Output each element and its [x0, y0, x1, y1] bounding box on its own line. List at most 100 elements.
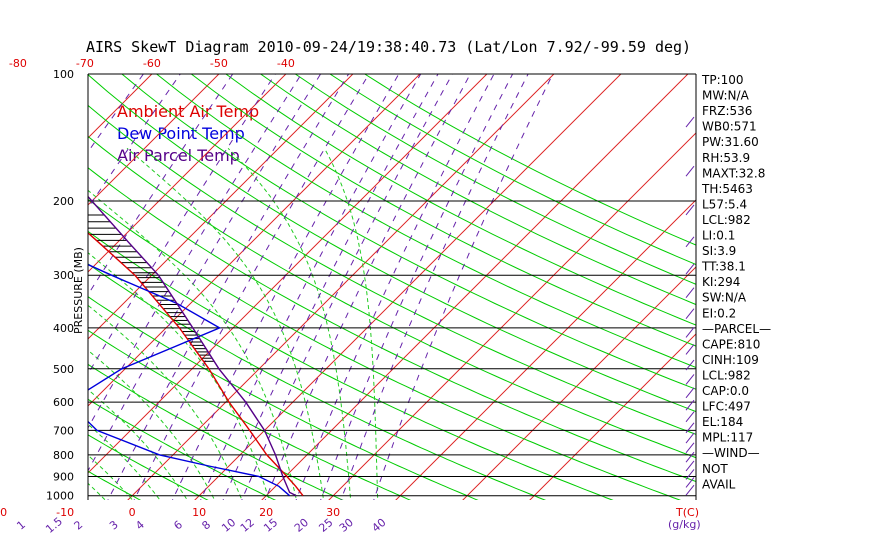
index-panel-item: TT:38.1	[701, 260, 746, 274]
dry-adiabat-line	[190, 74, 696, 347]
legend-ambient-air-temp: Ambient Air Temp	[117, 102, 259, 121]
series-line-ambient-air-temp	[88, 232, 304, 497]
wind-barb-icon	[685, 460, 695, 472]
mixing-ratio-line	[264, 74, 471, 500]
index-panel-item: AVAIL	[702, 477, 736, 491]
isotherm-line	[529, 333, 696, 500]
pressure-tick-label: 500	[53, 363, 74, 376]
isotherm-line	[127, 74, 555, 500]
index-panel-item: FRZ:536	[702, 104, 752, 118]
dry-adiabat-line	[88, 263, 547, 500]
dry-adiabat-line	[259, 74, 696, 306]
moist-adiabat-line	[88, 388, 188, 500]
wind-barb-icon	[685, 399, 695, 411]
series-line-dew-point-temp	[88, 263, 291, 497]
temperature-tick-label: 0	[129, 506, 136, 519]
pressure-tick-label: 600	[53, 396, 74, 409]
pressure-tick-label: 100	[53, 68, 74, 81]
dry-adiabat-line	[88, 230, 614, 500]
series-line-air-parcel-temp	[88, 195, 297, 497]
top-temperature-tick-label: -70	[76, 57, 94, 70]
moist-adiabat-line	[323, 148, 379, 500]
index-panel-item: SW:N/A	[702, 291, 747, 305]
dry-adiabat-line	[88, 470, 142, 500]
isotherm-line	[194, 74, 622, 500]
mixing-ratio-tick-label: 20	[292, 516, 311, 535]
index-panel-item: MPL:117	[702, 431, 753, 445]
dry-adiabat-line	[363, 74, 696, 246]
index-panel-item: LCL:982	[702, 213, 751, 227]
index-panel-item: RH:53.9	[702, 151, 750, 165]
pressure-tick-label: 1000	[46, 490, 74, 503]
dry-adiabat-line	[225, 74, 696, 326]
wind-barb-icon	[685, 327, 695, 338]
dry-adiabat-line	[0, 55, 13, 505]
chart-title: AIRS SkewT Diagram 2010-09-24/19:38:40.7…	[86, 38, 691, 56]
wind-barb-icon	[685, 387, 695, 399]
dry-adiabat-line	[294, 74, 696, 285]
wind-barb-icon	[685, 477, 695, 488]
index-panel-item: CAPE:810	[702, 337, 760, 351]
pressure-tick-label: 800	[53, 449, 74, 462]
mixing-ratio-tick-label: 4	[133, 518, 147, 532]
wind-barb-icon	[685, 236, 695, 248]
wind-barb-icon	[685, 308, 695, 319]
mixing-ratio-unit-label: (g/kg)	[668, 518, 701, 531]
index-panel-item: WB0:571	[702, 120, 757, 134]
index-panel-item: MW:N/A	[702, 89, 750, 103]
mixing-ratio-line	[340, 74, 529, 500]
isobar-lines	[88, 73, 696, 497]
index-panel-item: LCL:982	[702, 368, 751, 382]
temperature-unit-label: T(C)	[675, 506, 699, 519]
dry-adiabat-line	[88, 135, 696, 459]
isotherm-line	[88, 74, 488, 474]
isotherm-line	[261, 74, 689, 500]
index-panel-item: PW:31.60	[702, 135, 759, 149]
mixing-ratio-line	[107, 74, 350, 500]
mixing-ratio-tick-label: 2	[72, 518, 86, 532]
mixing-ratio-line	[88, 74, 234, 296]
index-panel-item: NOT	[702, 462, 728, 476]
isotherm-line	[88, 74, 287, 273]
dry-adiabat-line	[88, 296, 479, 500]
index-panel-item: CAP:0.0	[702, 384, 749, 398]
top-temperature-tick-label: -40	[277, 57, 295, 70]
moist-adiabat-line	[227, 147, 352, 500]
isotherm-line	[328, 132, 696, 500]
index-panel-item: MAXT:32.8	[702, 166, 765, 180]
wind-barb-icon	[685, 204, 695, 216]
wind-barb-icon	[685, 344, 695, 355]
dry-adiabat-line	[88, 434, 209, 500]
mixing-ratio-line	[320, 74, 514, 500]
dry-adiabat-line	[88, 363, 344, 500]
isotherm-line	[462, 266, 696, 500]
temperature-tick-label: 30	[326, 506, 340, 519]
pressure-tick-label: 400	[53, 322, 74, 335]
top-temperature-tick-label: -80	[9, 57, 27, 70]
temperature-tick-label: 20	[259, 506, 273, 519]
index-panel-item: L57:5.4	[702, 197, 747, 211]
dry-adiabat-line	[88, 104, 696, 435]
pressure-tick-label: 300	[53, 269, 74, 282]
chart-axes: 1002003004005006007008009001000-50-40-30…	[0, 57, 701, 536]
wind-barb-icon	[685, 263, 695, 275]
wind-barb-icon	[685, 484, 695, 496]
index-panel-item: —PARCEL—	[702, 322, 771, 336]
pressure-tick-label: 900	[53, 470, 74, 483]
temperature-tick-label: -20	[0, 506, 7, 519]
mixing-ratio-line	[295, 74, 495, 500]
mixing-ratio-line	[200, 74, 422, 500]
index-panel-item: TH:5463	[701, 182, 753, 196]
wind-barb-icon	[685, 469, 695, 480]
mixing-ratio-tick-label: 12	[238, 516, 257, 535]
isotherm-line	[88, 74, 421, 407]
mixing-ratio-tick-label: 1	[14, 518, 28, 532]
wind-barb-icon	[685, 374, 695, 385]
index-panel-item: —WIND—	[702, 446, 760, 460]
wind-barb-icon	[685, 432, 695, 444]
temperature-tick-label: -10	[56, 506, 74, 519]
index-panel-item: EL:184	[702, 415, 743, 429]
top-temperature-tick-label: -50	[210, 57, 228, 70]
wind-barb-icon	[685, 442, 695, 454]
dry-adiabat-line	[88, 167, 696, 483]
